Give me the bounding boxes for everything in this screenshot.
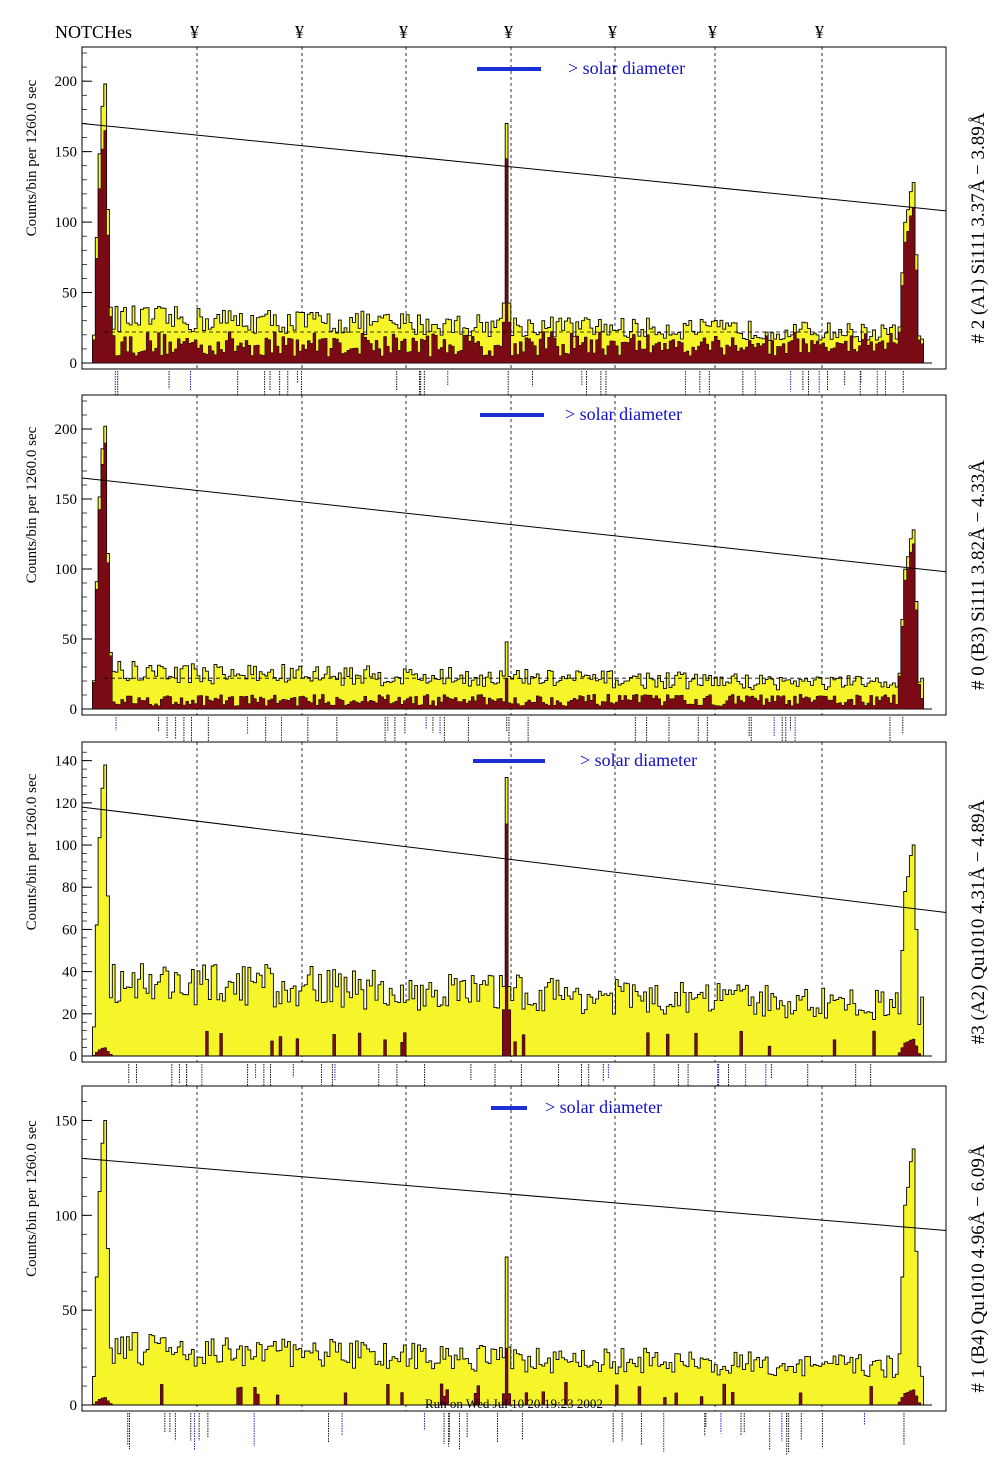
notch-markers: ¥ ¥ ¥ ¥ ¥ ¥ ¥	[190, 22, 824, 42]
notch-marker: ¥	[708, 22, 717, 42]
notches-label: NOTCHes	[55, 22, 132, 42]
y-tick-label: 150	[55, 1113, 78, 1129]
trend-line	[81, 477, 947, 573]
legend-text: > solar diameter	[580, 750, 697, 770]
histogram-subtracted	[84, 442, 932, 710]
y-tick-label: 100	[55, 562, 78, 578]
y-axis-label: Counts/bin per 1260.0 sec	[24, 79, 40, 236]
plot-frame	[81, 394, 947, 716]
panel-title: #3 (A2) Qu1010 4.31Å − 4.89Å	[968, 799, 989, 1044]
y-tick-label: 60	[62, 922, 77, 938]
chart-panel: 0 50 100 150 200 Counts/bin per 1260.0 sec # 2…	[24, 46, 989, 412]
y-tick-label: 200	[55, 74, 78, 90]
notch-marker: ¥	[815, 22, 824, 42]
trend-line	[81, 122, 947, 212]
y-axis-label: Counts/bin per 1260.0 sec	[24, 1120, 40, 1277]
line-id-annotations	[128, 1064, 872, 1106]
y-tick-label: 50	[62, 1303, 77, 1319]
y-tick-label: 0	[70, 702, 78, 718]
y-tick-label: 150	[55, 145, 78, 161]
y-axis-label: Counts/bin per 1260.0 sec	[24, 773, 40, 930]
panel-title: # 2 (A1) Si111 3.37Å − 3.89Å	[968, 112, 989, 343]
chart-panel: 0 50 100 150 200 Counts/bin per 1260.0 sec # 0…	[24, 394, 989, 759]
y-tick-label: 100	[55, 1208, 78, 1224]
trend-line	[81, 806, 947, 914]
notch-marker: ¥	[399, 22, 408, 42]
plot-frame	[81, 46, 947, 370]
histogram-total	[84, 425, 932, 710]
y-tick-label: 50	[62, 632, 77, 648]
y-tick-label: 150	[55, 492, 78, 508]
y-tick-label: 0	[70, 356, 78, 372]
run-timestamp: Run on Wed Jul 10 20:19:23 2002	[425, 1396, 603, 1411]
legend-text: > solar diameter	[565, 404, 682, 424]
line-id-annotations	[127, 1413, 905, 1455]
panel-title: # 0 (B3) Si111 3.82Å − 4.33Å	[968, 460, 989, 690]
y-tick-label: 0	[70, 1398, 78, 1414]
chart-panel: 0 50 100 150 Counts/bin per 1260.0 sec # 1 (B…	[24, 1085, 989, 1455]
y-tick-label: 140	[55, 754, 78, 770]
trend-line	[81, 1157, 947, 1231]
histogram-subtracted	[84, 1347, 932, 1406]
y-tick-label: 100	[55, 215, 78, 231]
notch-marker: ¥	[504, 22, 513, 42]
notch-marker: ¥	[190, 22, 199, 42]
panel-title: # 1 (B4) Qu1010 4.96Å − 6.09Å	[968, 1144, 989, 1392]
y-tick-label: 40	[62, 965, 77, 981]
histogram-subtracted	[84, 130, 932, 364]
y-tick-label: 50	[62, 286, 77, 302]
y-axis-label: Counts/bin per 1260.0 sec	[24, 426, 40, 583]
notch-marker: ¥	[295, 22, 304, 42]
notch-marker: ¥	[608, 22, 617, 42]
legend-text: > solar diameter	[568, 58, 685, 78]
y-tick-label: 80	[62, 880, 77, 896]
y-tick-label: 200	[55, 422, 78, 438]
histogram-subtracted	[84, 823, 932, 1057]
y-tick-label: 120	[55, 796, 78, 812]
chart-panel: 0 20 40 60 80 100 120 140 Counts/bin per 1260.0 …	[24, 741, 989, 1106]
histogram-total	[84, 1120, 932, 1406]
y-tick-label: 20	[62, 1007, 77, 1023]
y-tick-label: 100	[55, 838, 78, 854]
y-tick-label: 0	[70, 1049, 78, 1065]
legend-text: > solar diameter	[545, 1097, 662, 1117]
